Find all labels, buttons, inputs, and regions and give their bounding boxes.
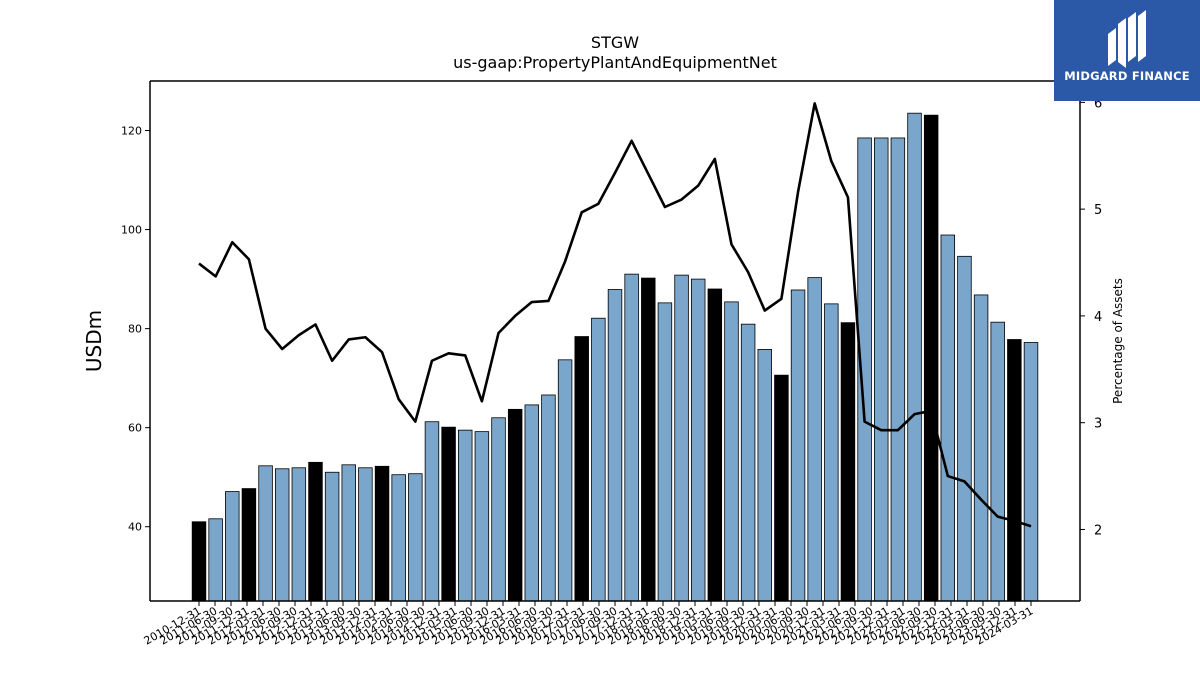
y2-axis-label: Percentage of Assets: [1111, 278, 1125, 404]
bar: [690, 278, 706, 602]
bar: [524, 404, 540, 602]
bar: [424, 421, 440, 602]
bar: [491, 417, 506, 602]
y-tick-label: 60: [128, 422, 142, 435]
bar: [807, 277, 822, 602]
axes: [149, 80, 1081, 602]
bar: [1023, 342, 1039, 602]
bar: [374, 465, 390, 602]
chart-title: STGW: [591, 33, 639, 52]
y-axis-label: USDm: [82, 310, 106, 372]
bar: [757, 349, 772, 602]
bar: [557, 359, 573, 602]
bar: [441, 426, 456, 602]
bar: [191, 521, 207, 602]
bar: [641, 277, 656, 602]
bar: [607, 289, 623, 602]
bar: [591, 317, 606, 602]
y2-tick-label: 4: [1094, 310, 1102, 325]
bar: [824, 303, 839, 602]
bar: [241, 488, 257, 602]
bar: [541, 394, 556, 602]
y-tick-label: 40: [128, 521, 142, 534]
y2-tick-label: 2: [1094, 523, 1102, 538]
bar: [724, 301, 739, 602]
bar: [391, 474, 406, 602]
chart-subtitle: us-gaap:PropertyPlantAndEquipmentNet: [453, 53, 777, 72]
bar: [274, 468, 290, 602]
bar: [208, 518, 223, 602]
bar: [225, 491, 240, 602]
bar: [474, 431, 490, 602]
midgard-logo-icon: [1104, 10, 1150, 76]
bar: [923, 114, 939, 602]
bar: [907, 112, 922, 602]
bar: [940, 234, 956, 602]
y2-tick-label: 6: [1094, 96, 1102, 111]
bar: [1007, 339, 1022, 602]
logo-text: MIDGARD FINANCE: [1064, 69, 1190, 83]
bar: [957, 255, 972, 602]
bar: [740, 323, 756, 602]
line-series: [198, 102, 1032, 528]
y-tick-label: 80: [128, 323, 142, 336]
bar: [341, 464, 356, 602]
percentage-line: [198, 102, 1032, 528]
ticks: 406080100120234562010-12-312011-06-30201…: [121, 96, 1102, 647]
bar: [574, 336, 589, 602]
bar: [840, 322, 856, 602]
bar: [324, 471, 340, 602]
y-tick-label: 120: [121, 125, 142, 138]
bar: [507, 408, 523, 602]
bar: [707, 288, 723, 602]
bar: [890, 137, 906, 602]
bar: [790, 289, 806, 602]
bar: [657, 302, 673, 602]
bar: [358, 467, 373, 602]
bar: [624, 273, 639, 602]
bar: [291, 467, 307, 602]
logo: MIDGARD FINANCE: [1054, 0, 1200, 101]
bar: [458, 429, 473, 602]
bar: [674, 274, 689, 602]
y2-tick-label: 5: [1094, 203, 1102, 218]
bar: [408, 473, 423, 602]
bar: [874, 137, 889, 602]
bar: [258, 465, 273, 602]
bar: [990, 321, 1005, 602]
bar: [774, 374, 789, 602]
bar-series: [191, 112, 1039, 602]
y2-tick-label: 3: [1094, 417, 1102, 432]
bar: [308, 461, 323, 602]
bar: [973, 294, 989, 602]
y-tick-label: 100: [121, 224, 142, 237]
